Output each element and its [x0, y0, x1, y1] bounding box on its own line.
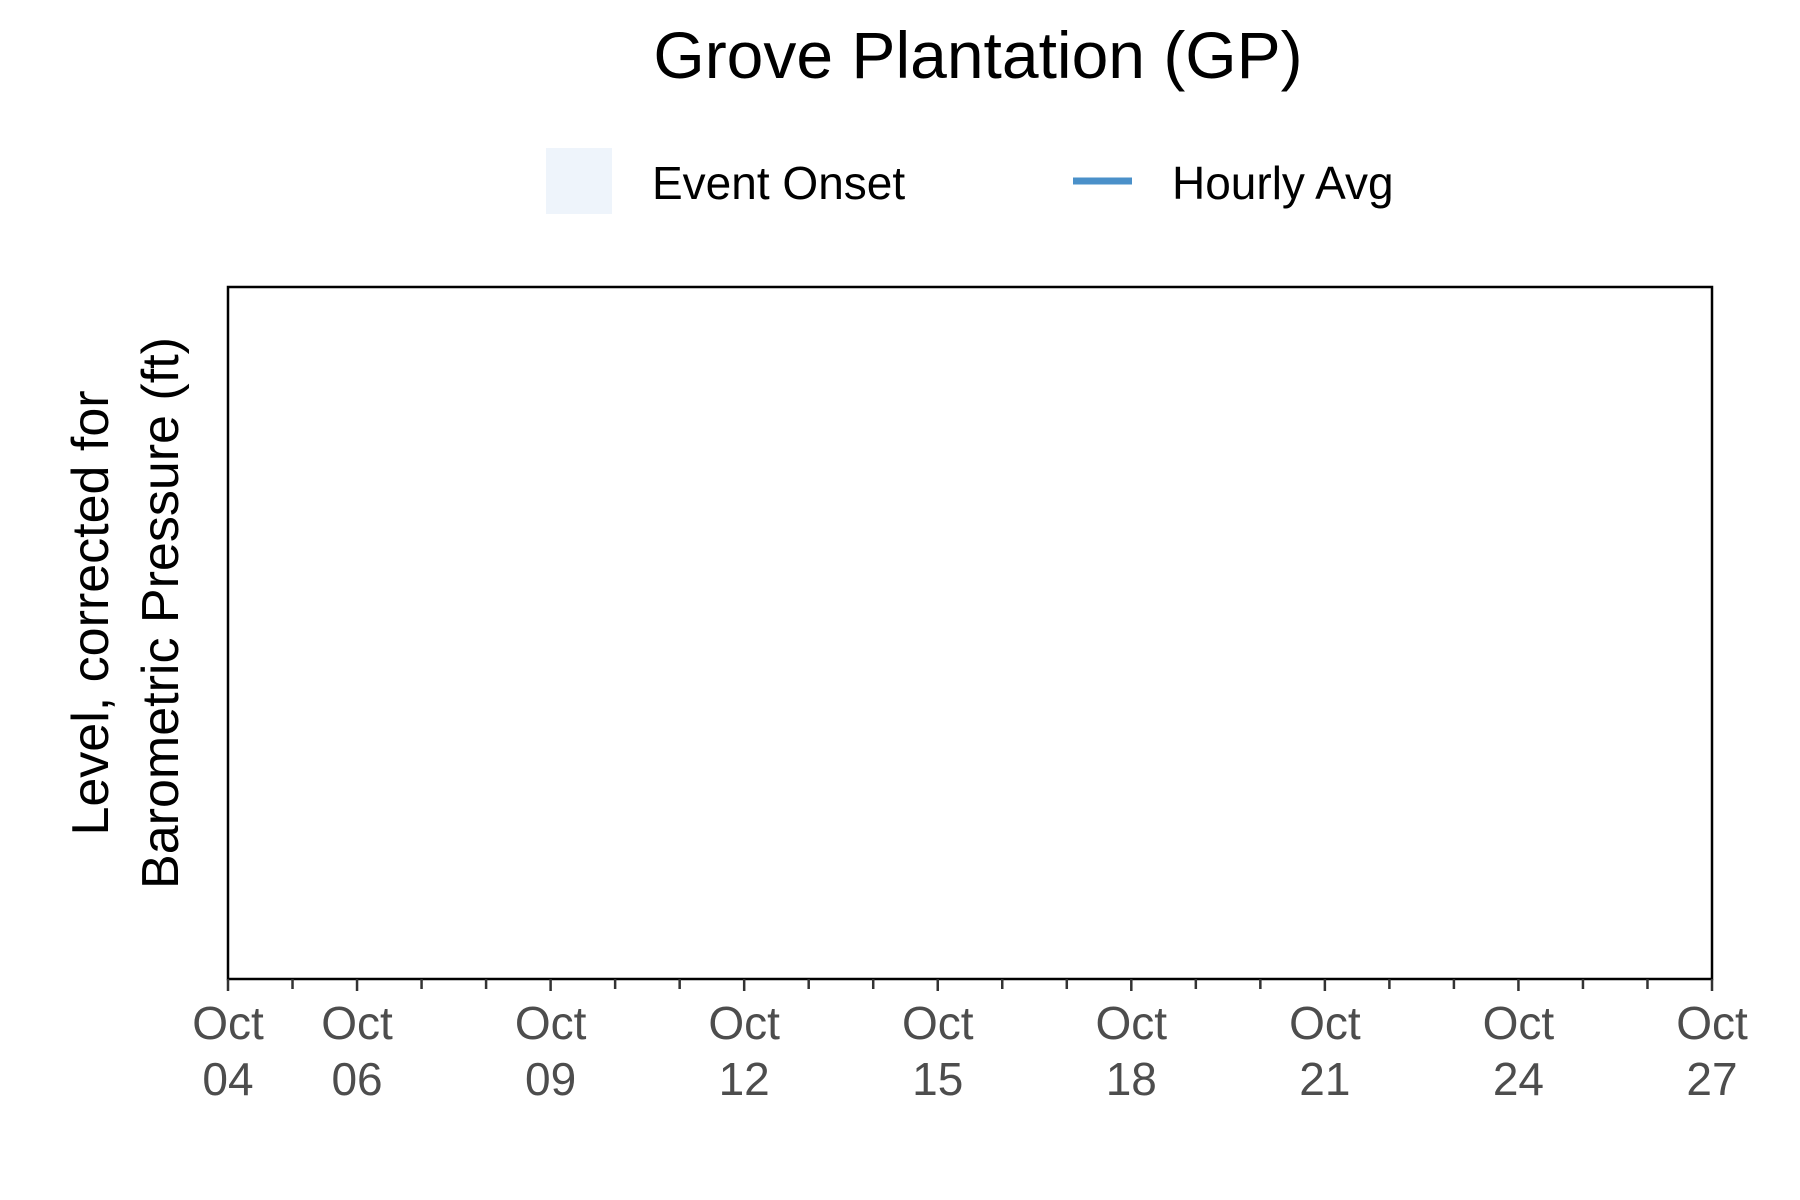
legend-label-hourly-avg: Hourly Avg	[1172, 157, 1394, 209]
chart-title: Grove Plantation (GP)	[653, 18, 1302, 92]
legend: Event Onset Hourly Avg	[546, 148, 1394, 214]
y-axis-label: Level, corrected for Barometric Pressure …	[62, 337, 190, 889]
x-tick-label: Oct 04	[192, 997, 264, 1105]
legend-label-event-onset: Event Onset	[652, 157, 905, 209]
x-tick-label: Oct 24	[1483, 997, 1555, 1105]
x-tick-label: Oct 18	[1096, 997, 1168, 1105]
x-tick-label: Oct 12	[708, 997, 780, 1105]
plot-panel	[226, 285, 1714, 981]
x-tick-label: Oct 21	[1289, 997, 1361, 1105]
x-tick-label: Oct 15	[902, 997, 974, 1105]
y-axis-label-line-0: Level, corrected for	[62, 390, 120, 835]
x-axis: Oct 04 Oct 06 Oct 09 Oct 12 Oct 15 Oct 18 Oct 21 Oct 24…	[192, 979, 1748, 1105]
legend-swatch-event-onset	[546, 148, 612, 214]
x-tick-label: Oct 27	[1676, 997, 1748, 1105]
y-axis-label-line-1: Barometric Pressure (ft)	[132, 337, 190, 889]
x-tick-label: Oct 06	[321, 997, 393, 1105]
x-tick-label: Oct 09	[515, 997, 587, 1105]
